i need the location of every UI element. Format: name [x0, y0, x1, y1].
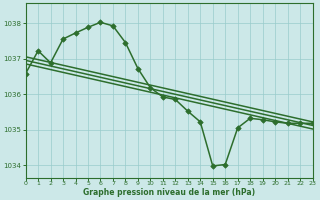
X-axis label: Graphe pression niveau de la mer (hPa): Graphe pression niveau de la mer (hPa)	[83, 188, 255, 197]
